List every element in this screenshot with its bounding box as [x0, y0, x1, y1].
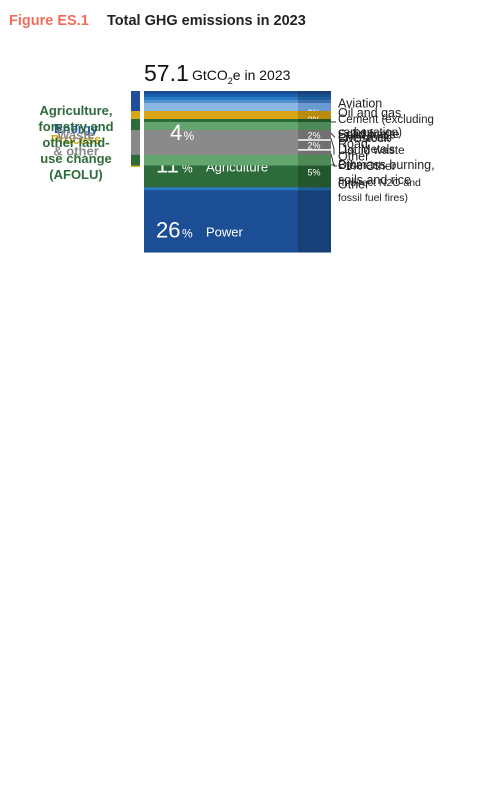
- sub-name-label: carbonation): [338, 127, 402, 139]
- sub-name-label: fossil fuel fires): [338, 192, 408, 204]
- group-bar: [131, 130, 140, 155]
- group-label: Agriculture,: [40, 103, 113, 118]
- sub-name-label: Other: [338, 149, 369, 163]
- stacked-column: 26%Power11%Industry15%Transport2%11%2%6%…: [38, 91, 435, 253]
- group-label: other land-: [42, 135, 109, 150]
- sub-name-label: Livestock: [338, 131, 391, 145]
- sub-name-label: Road: [338, 137, 368, 151]
- group-label: & other: [53, 143, 99, 158]
- sub-name-label: Chemicals: [338, 132, 392, 144]
- connector-line: [330, 138, 335, 155]
- sub-name-label: Metals: [361, 144, 395, 156]
- sector-percent-sign: %: [184, 129, 195, 143]
- group-label: Waste: [57, 127, 95, 142]
- sub-name-label: Biomass burning,: [338, 158, 435, 172]
- sub-name-label: soils and rice: [338, 173, 411, 187]
- figure-label: Figure ES.1: [9, 13, 89, 29]
- sub-name-label: Other: [338, 160, 367, 172]
- sub-name-label: Oil and gas: [338, 106, 401, 120]
- total-unit: GtCO2e in 2023: [192, 67, 291, 86]
- group-label: Process: [51, 132, 102, 147]
- sub-name-label: (Indirect N2O and: [338, 177, 421, 189]
- sub-name-label: Aviation: [338, 97, 382, 111]
- sector-value-label: 4: [170, 120, 182, 145]
- sub-name-label: Solid fuels: [338, 128, 396, 142]
- sub-percent-sign: %: [349, 146, 356, 155]
- sector-strip: [298, 130, 331, 155]
- sub-value-label: 5%: [307, 167, 320, 177]
- group-label: Energy: [54, 121, 99, 136]
- sub-value-label: 1: [342, 144, 348, 156]
- total-value: 57.1: [144, 60, 189, 86]
- sub-value-label: 2%: [307, 140, 320, 150]
- sector-percent-sign: %: [182, 161, 193, 175]
- sub-name-label: <1% Other: [338, 159, 396, 173]
- sub-value-label: 2%: [307, 130, 320, 140]
- group-label: (AFOLU): [49, 167, 102, 182]
- total-header: 57.1 GtCO2e in 2023: [144, 60, 291, 86]
- connector-line: [330, 153, 337, 167]
- sector-percent-sign: %: [182, 227, 193, 241]
- sector-name-label: Power: [206, 225, 244, 240]
- group-label: use change: [40, 151, 112, 166]
- sub-name-label: Other: [338, 177, 369, 191]
- figure-title: Total GHG emissions in 2023: [107, 13, 306, 29]
- sub-name-label: Liquid waste: [338, 143, 405, 157]
- sub-name-label: Solid waste: [338, 127, 400, 141]
- connector-line: [330, 133, 336, 138]
- group-label: forestry and: [38, 119, 113, 134]
- sector-value-label: 26: [156, 218, 180, 243]
- sub-name-label: Cement (excluding: [338, 114, 434, 126]
